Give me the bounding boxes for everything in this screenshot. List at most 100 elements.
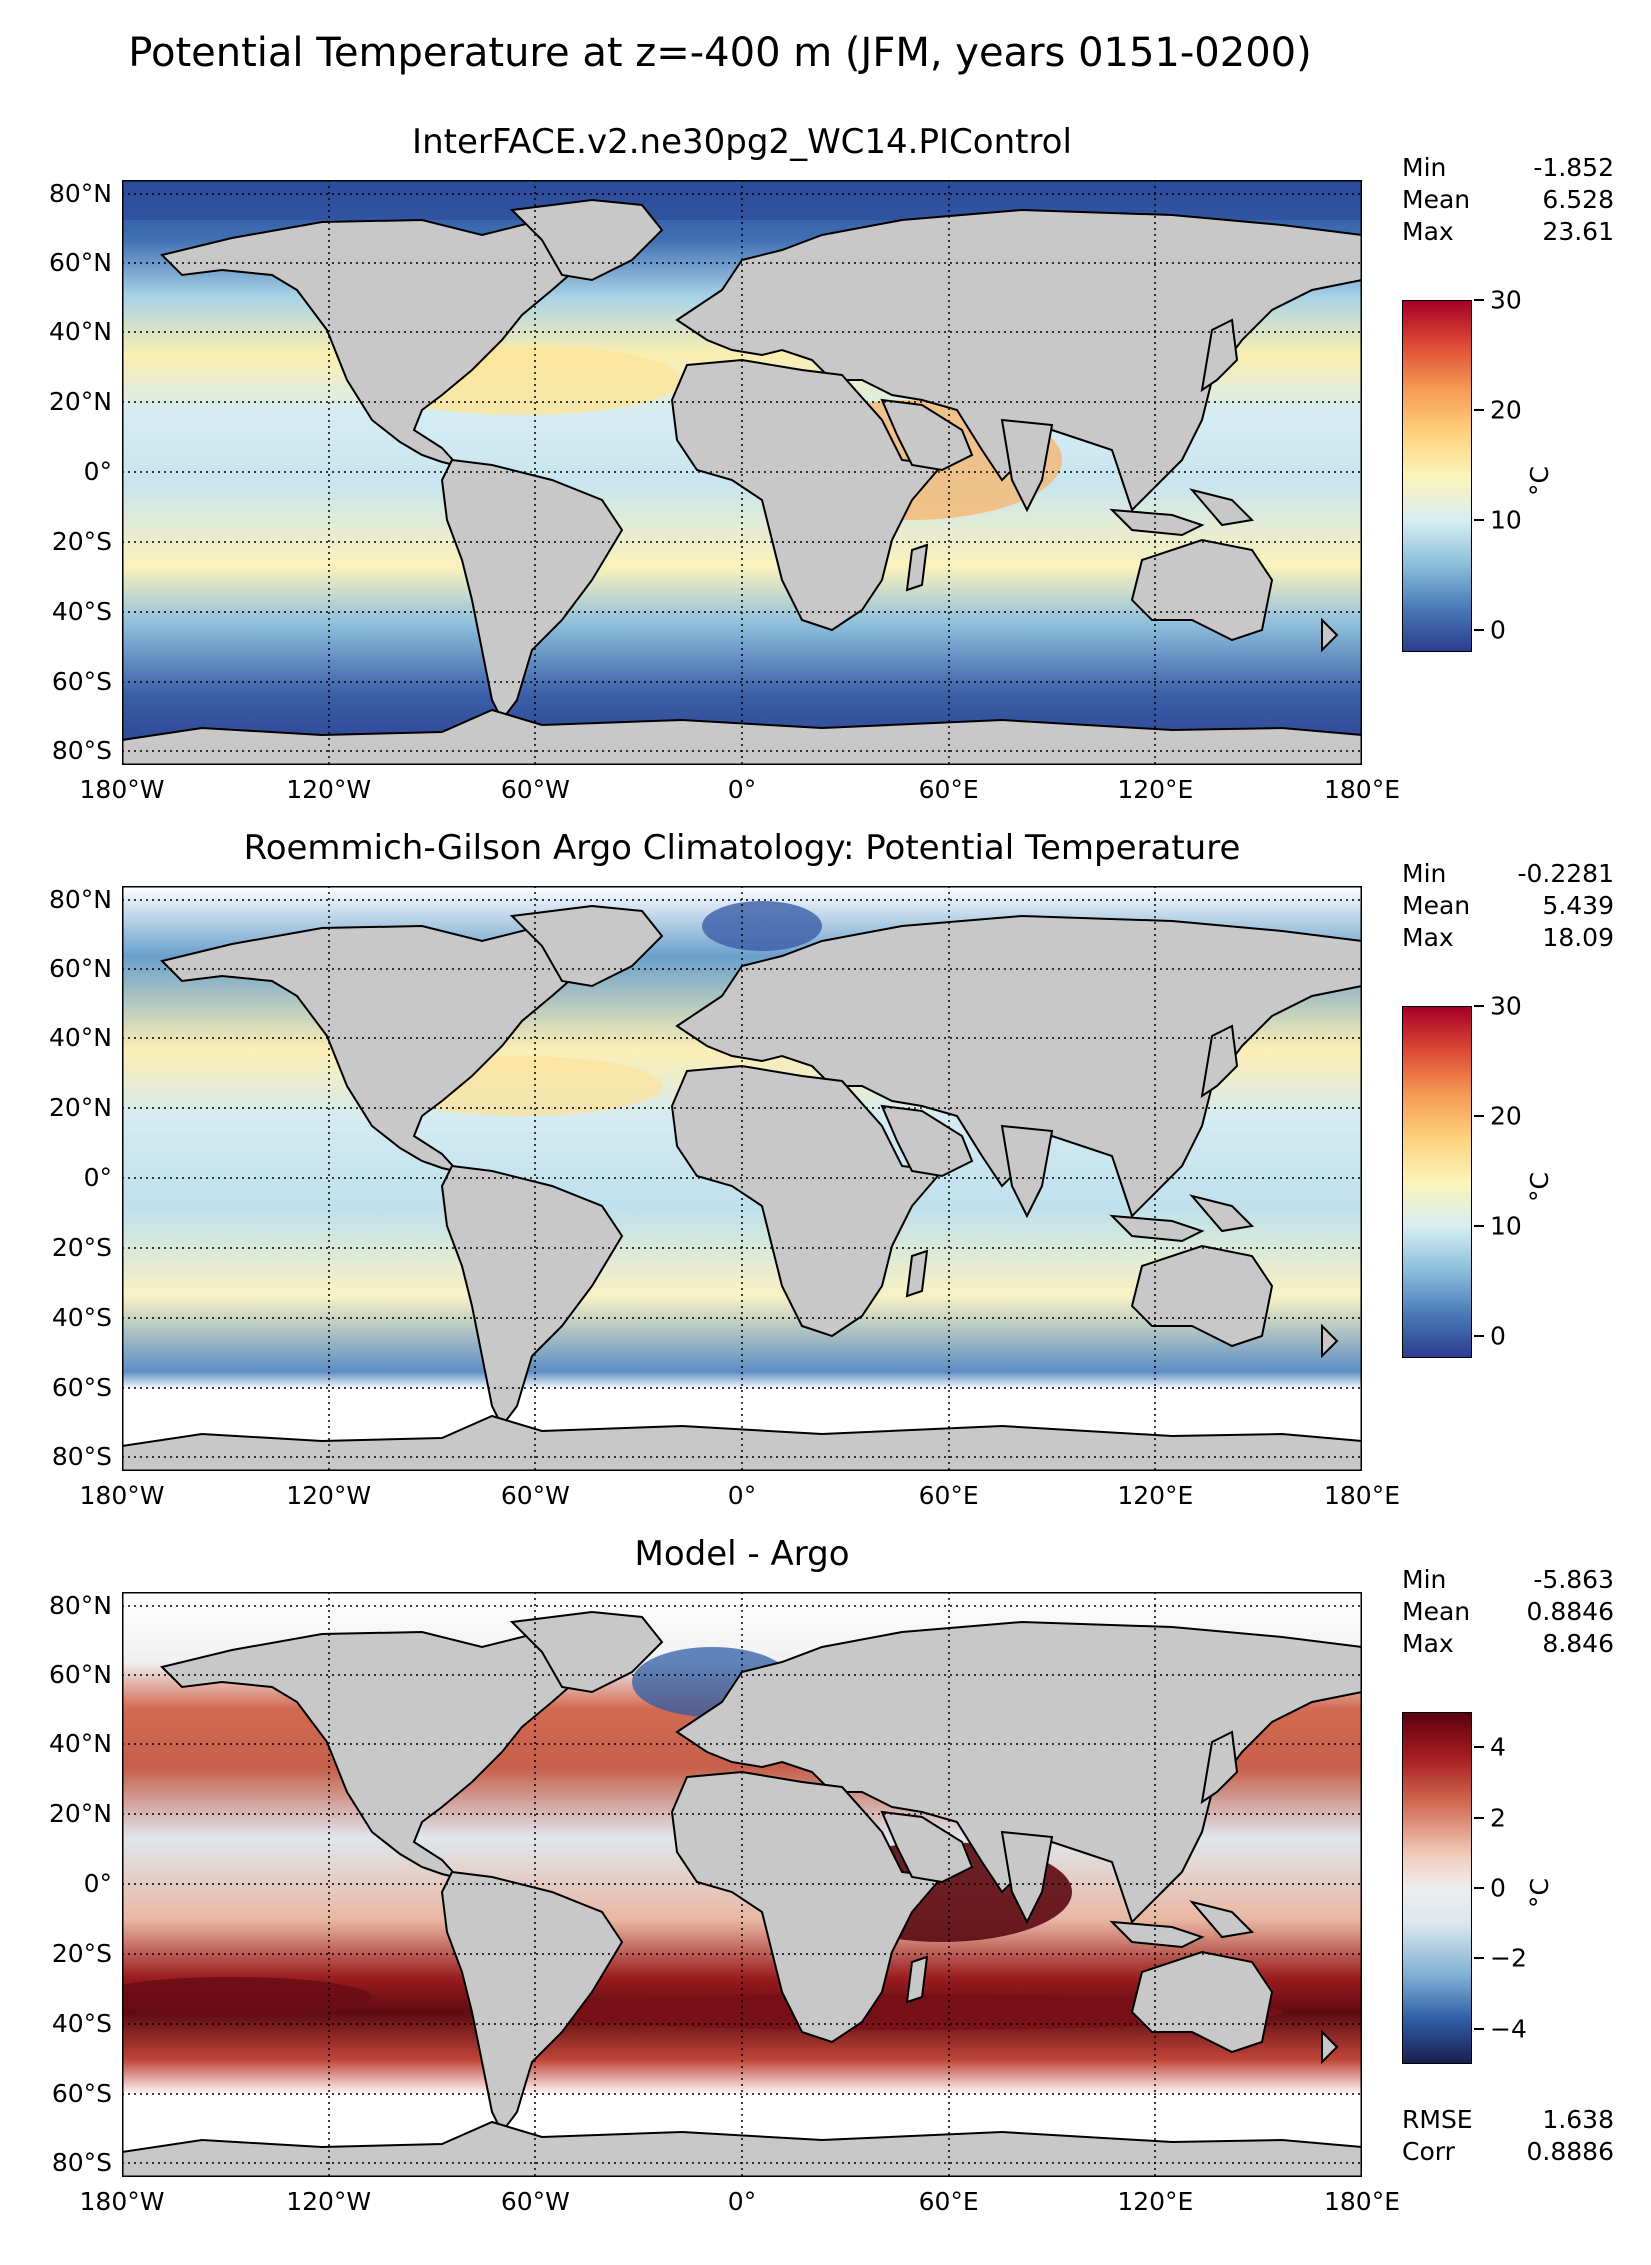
lon-tick-label: 180°E <box>1323 775 1401 804</box>
lon-tick-label: 60°W <box>500 2187 570 2216</box>
metric-rmse: RMSE 1.638 <box>1402 2104 1614 2136</box>
lon-tick-label: 180°E <box>1323 1481 1401 1510</box>
colorbar-tick <box>1474 1887 1484 1889</box>
panel-3-metrics: RMSE 1.638 Corr 0.8886 <box>1402 2104 1614 2168</box>
lon-tick-label: 0° <box>727 1481 757 1510</box>
stat-label: Mean <box>1402 891 1471 920</box>
panel-2-stats: Min -0.2281 Mean 5.439 Max 18.09 <box>1402 858 1614 954</box>
figure-title: Potential Temperature at z=-400 m (JFM, … <box>128 30 1312 76</box>
lon-tick-label: 60°W <box>500 1481 570 1510</box>
panel-1-colorbar <box>1402 300 1472 652</box>
metric-label: RMSE <box>1402 2105 1473 2134</box>
lat-tick-label: 20°S <box>51 1939 112 1968</box>
lon-tick-label: 120°E <box>1117 1481 1194 1510</box>
stat-value: 5.439 <box>1542 891 1614 920</box>
colorbar-tick-label: 30 <box>1490 991 1522 1021</box>
lon-tick-label: 180°W <box>79 2187 165 2216</box>
panel-2-colorbar <box>1402 1006 1472 1358</box>
lon-tick-label: 180°W <box>79 775 165 804</box>
colorbar-tick-label: 10 <box>1490 1211 1522 1241</box>
lat-tick-label: 40°S <box>51 2009 112 2038</box>
lat-tick-label: 40°N <box>48 1729 112 1758</box>
colorbar-tick-label: 30 <box>1490 285 1522 315</box>
map-frame <box>122 180 1362 765</box>
lon-tick-label: 60°W <box>500 775 570 804</box>
lat-tick-label: 80°N <box>48 1591 112 1620</box>
lat-tick-label: 60°S <box>51 1373 112 1402</box>
colorbar-tick-label: 20 <box>1490 1101 1522 1131</box>
lat-tick-label: 80°S <box>51 1442 112 1471</box>
lon-tick-label: 0° <box>727 775 757 804</box>
stat-label: Max <box>1402 1629 1454 1658</box>
metric-corr: Corr 0.8886 <box>1402 2136 1614 2168</box>
lat-tick-label: 0° <box>83 1869 112 1898</box>
colorbar-tick <box>1474 299 1484 301</box>
lat-tick-label: 60°S <box>51 2079 112 2108</box>
panel-2-title: Roemmich-Gilson Argo Climatology: Potent… <box>243 828 1241 868</box>
lat-tick-label: 60°N <box>48 1660 112 1689</box>
lat-tick-label: 40°S <box>51 1303 112 1332</box>
stat-value: 0.8846 <box>1526 1597 1614 1626</box>
colorbar-tick-label: 20 <box>1490 395 1522 425</box>
lat-tick-label: 20°N <box>48 1799 112 1828</box>
colorbar-tick <box>1474 1225 1484 1227</box>
lon-tick-label: 180°E <box>1323 2187 1401 2216</box>
lon-tick-label: 60°E <box>918 775 979 804</box>
colorbar-tick-label: 10 <box>1490 505 1522 535</box>
stat-label: Mean <box>1402 1597 1471 1626</box>
stat-label: Min <box>1402 153 1447 182</box>
lat-tick-label: 60°S <box>51 667 112 696</box>
graticule <box>122 180 1362 765</box>
metric-value: 0.8886 <box>1526 2137 1614 2166</box>
lat-tick-label: 40°N <box>48 1023 112 1052</box>
colorbar-tick <box>1474 2027 1484 2030</box>
lon-tick-label: 0° <box>727 2187 757 2216</box>
panel-3-map <box>122 1592 1362 2177</box>
stat-value: -0.2281 <box>1517 859 1615 888</box>
lat-tick-label: 20°N <box>48 387 112 416</box>
lon-tick-label: 120°W <box>286 2187 372 2216</box>
stat-label: Max <box>1402 923 1454 952</box>
stat-max: Max 23.61 <box>1402 216 1614 248</box>
lat-tick-label: 80°S <box>51 736 112 765</box>
colorbar-tick <box>1474 1335 1484 1337</box>
stat-value: -1.852 <box>1533 153 1614 182</box>
lat-tick-label: 40°N <box>48 317 112 346</box>
lon-tick-label: 120°E <box>1117 775 1194 804</box>
stat-min: Min -0.2281 <box>1402 858 1614 890</box>
colorbar-tick <box>1474 519 1484 521</box>
stat-mean: Mean 6.528 <box>1402 184 1614 216</box>
lat-tick-label: 0° <box>83 1163 112 1192</box>
colorbar-unit-label: °C <box>1525 1878 1554 1908</box>
colorbar-tick-label: −4 <box>1490 2014 1527 2044</box>
lat-tick-label: 40°S <box>51 597 112 626</box>
graticule <box>122 886 1362 1471</box>
stat-mean: Mean 0.8846 <box>1402 1596 1614 1628</box>
stat-label: Max <box>1402 217 1454 246</box>
panel-1-title: InterFACE.v2.ne30pg2_WC14.PIControl <box>412 122 1072 162</box>
lon-tick-label: 60°E <box>918 2187 979 2216</box>
lon-tick-label: 60°E <box>918 1481 979 1510</box>
stat-min: Min -5.863 <box>1402 1564 1614 1596</box>
stat-label: Min <box>1402 859 1447 888</box>
colorbar-tick <box>1474 1816 1484 1819</box>
stat-max: Max 18.09 <box>1402 922 1614 954</box>
stat-max: Max 8.846 <box>1402 1628 1614 1660</box>
stat-min: Min -1.852 <box>1402 152 1614 184</box>
stat-label: Min <box>1402 1565 1447 1594</box>
colorbar-tick-label: 0 <box>1490 1873 1506 1903</box>
colorbar-tick <box>1474 409 1484 411</box>
warm-bias-south-pacific <box>122 1977 372 2017</box>
graticule <box>122 1592 1362 2177</box>
stat-value: 8.846 <box>1542 1629 1614 1658</box>
lat-tick-label: 60°N <box>48 954 112 983</box>
colorbar-tick-label: 0 <box>1490 1321 1506 1351</box>
lon-tick-label: 120°E <box>1117 2187 1194 2216</box>
lat-tick-label: 20°S <box>51 1233 112 1262</box>
stat-value: 18.09 <box>1542 923 1614 952</box>
metric-label: Corr <box>1402 2137 1455 2166</box>
cold-nordic-seas <box>702 901 822 951</box>
lat-tick-label: 60°N <box>48 248 112 277</box>
colorbar-tick <box>1474 1005 1484 1007</box>
stat-value: 23.61 <box>1542 217 1614 246</box>
